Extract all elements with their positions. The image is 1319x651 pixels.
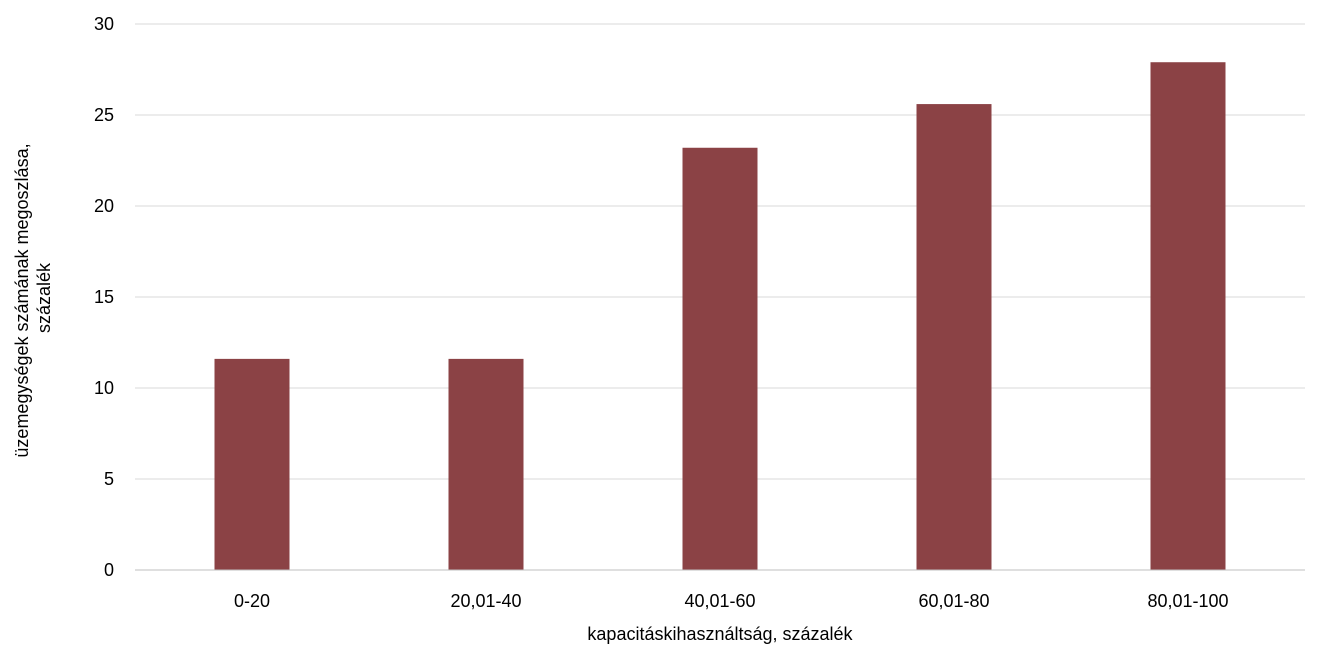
y-tick-label: 25 [94, 105, 114, 125]
x-tick-label: 0-20 [234, 591, 270, 611]
bars [214, 62, 1226, 570]
y-axis-title-line-2: százalék [34, 262, 54, 333]
bar [916, 104, 992, 570]
y-tick-label: 20 [94, 196, 114, 216]
y-tick-label: 5 [104, 469, 114, 489]
bar [214, 358, 290, 570]
x-tick-label: 80,01-100 [1147, 591, 1228, 611]
x-tick-label: 40,01-60 [684, 591, 755, 611]
x-tick-label: 60,01-80 [918, 591, 989, 611]
y-axis-title: üzemegységek számának megoszlása, százal… [12, 138, 54, 457]
bar [1150, 62, 1226, 570]
y-tick-label: 10 [94, 378, 114, 398]
x-axis-ticks: 0-20 20,01-40 40,01-60 60,01-80 80,01-100 [234, 591, 1229, 611]
y-tick-label: 15 [94, 287, 114, 307]
bar [682, 147, 758, 570]
y-axis-title-line-1: üzemegységek számának megoszlása, [12, 143, 32, 457]
bar [448, 358, 524, 570]
x-tick-label: 20,01-40 [450, 591, 521, 611]
x-axis-title: kapacitáskihasználtság, százalék [587, 624, 853, 644]
y-tick-label: 30 [94, 14, 114, 34]
y-tick-label: 0 [104, 560, 114, 580]
y-axis-ticks: 0 5 10 15 20 25 30 [94, 14, 114, 580]
